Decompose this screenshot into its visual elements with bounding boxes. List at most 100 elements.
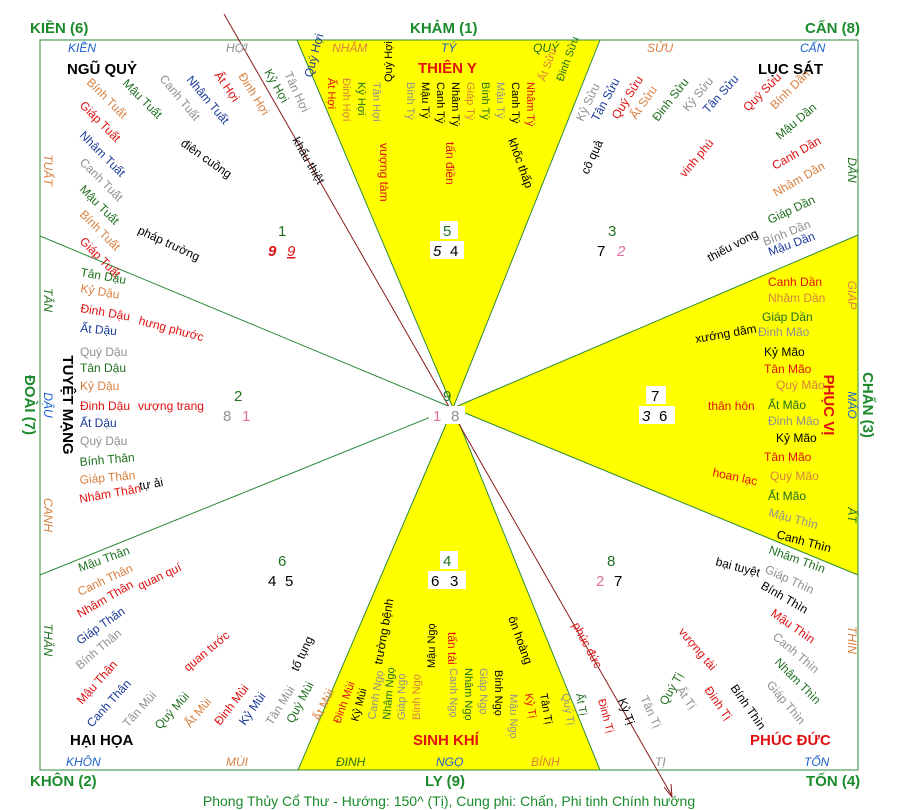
star-phuc-duc: PHÚC ĐỨC — [750, 731, 831, 749]
line-e-upper — [452, 234, 859, 409]
fs-sw-base: 6 — [278, 553, 286, 570]
stem-ng7: Bính Ngọ — [411, 674, 423, 720]
stem-ti8: Quý Tị — [559, 692, 576, 726]
fs-sw-left: 4 — [268, 573, 276, 590]
mtn-at: ẤT — [845, 506, 860, 524]
mtn-ton: TỐN — [804, 754, 830, 769]
direction-arrow-head — [663, 783, 673, 799]
stem-ti5: Kỷ Tị — [615, 696, 637, 726]
corner-ton: TỐN (4) — [806, 772, 860, 790]
fs-n-bg2 — [430, 241, 464, 259]
corner-doai: ĐOÀI (7) — [21, 375, 38, 435]
ann-tan-tai: tấn tài — [445, 632, 459, 665]
stem-m2: Kỷ Mão — [764, 345, 805, 359]
stem-m4: Quý Mão — [776, 378, 825, 392]
line-n-left — [296, 39, 454, 409]
stem-tl9: Giáp Thân — [79, 468, 136, 487]
fs-w-right: 1 — [242, 408, 250, 425]
star-phuc-vi: PHỤC VỊ — [820, 375, 837, 436]
stem-m3: Tân Mão — [764, 362, 812, 376]
sector-lines — [39, 39, 859, 771]
ann-hung-phuoc: hưng phước — [137, 313, 205, 344]
ann-phap-truong: pháp trường — [136, 223, 202, 264]
ann-vinh-phu: vinh phú — [677, 136, 717, 180]
ann-vuong-tai: vượng tài — [676, 625, 720, 673]
star-hai-hoa: HẠI HỌA — [70, 732, 134, 749]
fs-e-bg — [646, 386, 666, 404]
stem-ti10: Kỷ Tị — [522, 692, 538, 719]
ann-dien-cuong: điên cuồng — [178, 136, 234, 181]
fs-c-right: 8 — [451, 408, 459, 425]
fs-n-bg — [440, 221, 458, 239]
mtn-can: CẤN — [800, 40, 826, 55]
stem-ng8: Giáp Ngọ — [396, 674, 408, 720]
stem-k9: Nhâm Tý — [524, 82, 536, 127]
stem-dl9: Ất Dậu — [80, 415, 117, 430]
fs-c-base: 9 — [443, 388, 451, 405]
line-s-right — [452, 407, 601, 771]
star-thien-y: THIÊN Y — [418, 59, 477, 77]
fs-sw-right: 5 — [285, 573, 293, 590]
stem-m7: Kỷ Mão — [776, 431, 817, 445]
ann-to-tung: tố tụng — [288, 634, 316, 673]
mtn-ti: TỊ — [655, 755, 666, 769]
stem-ng4: Nhâm Ngọ — [462, 668, 474, 721]
stem-dl6: Tân Dậu — [80, 361, 126, 375]
stem-d8: Canh Dần — [768, 275, 822, 289]
ann-tan-dien: tấn điền — [443, 142, 457, 185]
ann-phuc-duc: phúc đức — [569, 620, 605, 671]
ann-co-qua: cô quả — [578, 137, 606, 176]
stem-k5: Giáp Tý — [464, 82, 476, 121]
fs-ne-right: 2 — [616, 243, 626, 260]
stem-m5: Ất Mão — [768, 397, 806, 412]
mtn-kien: KIỀN — [68, 40, 96, 55]
stem-m1: Đinh Mão — [758, 325, 810, 339]
stem-dl4: Ất Dậu — [80, 320, 118, 338]
stem-ng1: Mậu Ngọ — [507, 694, 519, 739]
mtn-dinh: ĐINH — [336, 755, 366, 769]
ann-khau-thiet: khẩu thiệt — [289, 135, 327, 188]
fs-se-left: 2 — [596, 573, 604, 590]
mtn-ty: TÝ — [441, 40, 457, 55]
corner-chan: CHẤN (3) — [859, 372, 876, 438]
corner-khon: KHÔN (2) — [30, 772, 97, 790]
mtn-dan: DẦN — [845, 157, 860, 183]
stem-n1: Ất Hợi — [325, 78, 338, 109]
stem-m8: Tân Mão — [764, 450, 812, 464]
mtn-dau: DẬU — [41, 392, 56, 418]
line-n-right — [452, 39, 601, 409]
fs-c-left: 1 — [433, 408, 441, 425]
mtn-khon: KHÔN — [66, 754, 101, 769]
fs-nw-right: 9 — [287, 243, 296, 260]
fs-ne-base: 3 — [608, 223, 616, 240]
mtn-canh: CANH — [41, 498, 55, 532]
footer-title: Phong Thủy Cổ Thư - Hướng: 150^ (Tị), Cu… — [203, 793, 695, 809]
stem-dl7: Kỷ Dậu — [80, 379, 119, 393]
fs-n-base: 5 — [443, 223, 451, 240]
mtn-tuat: TUẤT — [41, 154, 56, 187]
mtn-thin: THÌN — [845, 626, 860, 654]
stem-dl8: Đinh Dậu — [80, 399, 130, 413]
fs-se-bg — [604, 551, 622, 569]
stem-d5: Giáp Dần — [765, 193, 817, 227]
stem-ti9: Tân Tị — [537, 692, 554, 725]
stem-k1: Bính Tý — [404, 82, 416, 120]
ann-tu-ai: tự ải — [138, 475, 164, 493]
stem-th10: Bính Thìn — [728, 682, 769, 732]
fs-s-bg2 — [428, 571, 466, 589]
mtn-than: THÂN — [41, 624, 56, 657]
ann-thieu-vong: thiếu vong — [705, 226, 760, 264]
fs-c-bg — [429, 406, 465, 424]
fs-s-left: 6 — [431, 573, 439, 590]
stem-ng2: Bính Ngọ — [492, 670, 504, 716]
stem-k7: Mậu Tý — [494, 82, 506, 119]
stem-k8: Canh Tý — [509, 82, 521, 124]
line-s-left — [297, 407, 454, 771]
stem-n5: Quý Hợi — [383, 41, 395, 82]
star-sinh-khi: SINH KHÍ — [413, 732, 480, 749]
stem-d9: Nhâm Dần — [768, 291, 825, 305]
ann-vuong-tam: vượng tàm — [377, 143, 391, 202]
corner-kham: KHẢM (1) — [410, 20, 478, 37]
corner-ly: LY (9) — [425, 773, 465, 790]
fs-se-right: 7 — [614, 573, 622, 590]
